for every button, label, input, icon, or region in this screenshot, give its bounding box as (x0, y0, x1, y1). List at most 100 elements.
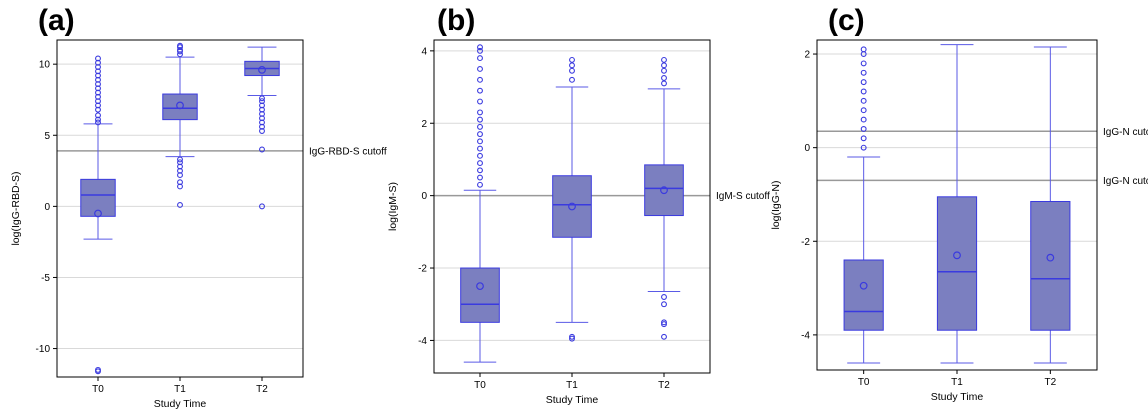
outlier-point (661, 294, 667, 300)
outlier-point (661, 75, 667, 81)
outlier-point (477, 174, 483, 181)
outlier-point (477, 123, 483, 130)
panel-label-a: (a) (38, 4, 75, 37)
outlier-point (860, 88, 867, 95)
outlier-point (477, 55, 483, 62)
outlier-point (95, 119, 101, 126)
box-iqr (936, 196, 978, 331)
mean-marker (176, 101, 184, 110)
box-iqr (1030, 200, 1071, 331)
x-tick-label: T1 (951, 377, 963, 388)
box-t1 (162, 42, 198, 208)
outlier-point (259, 203, 265, 210)
outlier-point (860, 69, 867, 76)
outlier-point (177, 201, 183, 208)
outlier-point (477, 138, 483, 145)
outlier-point (860, 144, 867, 151)
x-tick-label: T2 (256, 384, 268, 395)
outlier-point (95, 368, 101, 375)
outlier-point (661, 80, 667, 87)
y-tick-label: 10 (39, 60, 51, 71)
outlier-point (661, 301, 667, 308)
mean-marker (859, 281, 868, 290)
box-t0 (843, 46, 884, 364)
outlier-point (860, 60, 867, 67)
y-tick-label: -4 (801, 330, 810, 341)
outlier-point (177, 159, 183, 166)
y-tick-label: -2 (418, 264, 427, 275)
outlier-point (259, 98, 265, 105)
outlier-point (477, 44, 483, 51)
outlier-point (661, 67, 667, 74)
outlier-point (860, 125, 867, 132)
outlier-point (661, 62, 667, 69)
outlier-point (259, 95, 265, 102)
chart-panel-2: -4 -2 0 2 4 IgM-S cutoff T0 T1 T2 Study Time log(I… (387, 39, 770, 406)
outlier-point (477, 47, 483, 54)
outlier-point (661, 321, 667, 328)
outlier-point (661, 319, 667, 326)
x-axis-title: Study Time (931, 391, 984, 403)
x-tick-label: T0 (474, 380, 486, 391)
x-tick-label: T2 (658, 380, 670, 391)
outlier-point (477, 131, 483, 138)
box-iqr (552, 175, 592, 238)
outlier-point (569, 76, 575, 83)
outlier-point (477, 181, 483, 188)
outlier-point (569, 67, 575, 74)
y-tick-label: 0 (421, 191, 427, 202)
outlier-point (177, 156, 183, 163)
x-tick-label: T2 (1044, 377, 1056, 388)
box-iqr (843, 259, 884, 331)
y-axis-title: log(IgM-S) (387, 182, 399, 231)
outlier-point (860, 135, 867, 142)
outlier-point (477, 145, 483, 152)
box-t0 (80, 55, 116, 375)
y-tick-label: -2 (801, 237, 810, 248)
chart-panel-1: -10 -5 0 5 10 IgG-RBD-S cutoff T0 T1 T2 Study Tim… (10, 39, 387, 410)
y-axis-title: log(IgG-RBD-S) (10, 171, 22, 245)
mean-marker (1046, 253, 1055, 262)
outlier-point (860, 97, 867, 104)
outlier-point (95, 55, 101, 62)
mean-marker (258, 65, 266, 74)
outlier-point (259, 146, 265, 153)
x-axis-title: Study Time (154, 398, 207, 410)
outlier-point (177, 179, 183, 186)
outlier-point (661, 56, 667, 63)
outlier-point (477, 87, 483, 94)
x-tick-label: T1 (566, 380, 578, 391)
y-tick-label: -5 (41, 273, 50, 284)
panel-label-b: (b) (437, 4, 476, 37)
x-tick-label: T0 (92, 384, 104, 395)
outlier-point (95, 112, 101, 119)
cutoff-label: IgG-N cutoff + (1103, 127, 1148, 138)
outlier-point (569, 335, 575, 342)
outlier-point (661, 333, 667, 340)
mean-marker (94, 209, 102, 218)
outlier-point (569, 333, 575, 340)
outlier-point (477, 167, 483, 174)
outlier-point (860, 79, 867, 86)
outlier-point (477, 116, 483, 123)
outlier-point (177, 42, 183, 49)
panel-label-c: (c) (828, 4, 865, 37)
outlier-point (477, 66, 483, 72)
box-t0 (460, 44, 500, 363)
outlier-point (477, 109, 483, 116)
box-t2 (644, 56, 684, 340)
x-axis-title: Study Time (546, 394, 599, 406)
y-tick-label: 4 (421, 46, 427, 57)
box-t1 (552, 56, 592, 342)
box-iqr (644, 164, 684, 217)
outlier-point (860, 46, 867, 53)
outlier-point (477, 98, 483, 105)
outlier-point (477, 152, 483, 159)
outlier-point (477, 160, 483, 167)
y-tick-label: 2 (804, 50, 810, 61)
box-t1 (936, 44, 978, 364)
cutoff-label: IgG-N cutoff - (1103, 176, 1148, 187)
cutoff-label: IgM-S cutoff (716, 191, 770, 202)
x-tick-label: T1 (174, 384, 186, 395)
